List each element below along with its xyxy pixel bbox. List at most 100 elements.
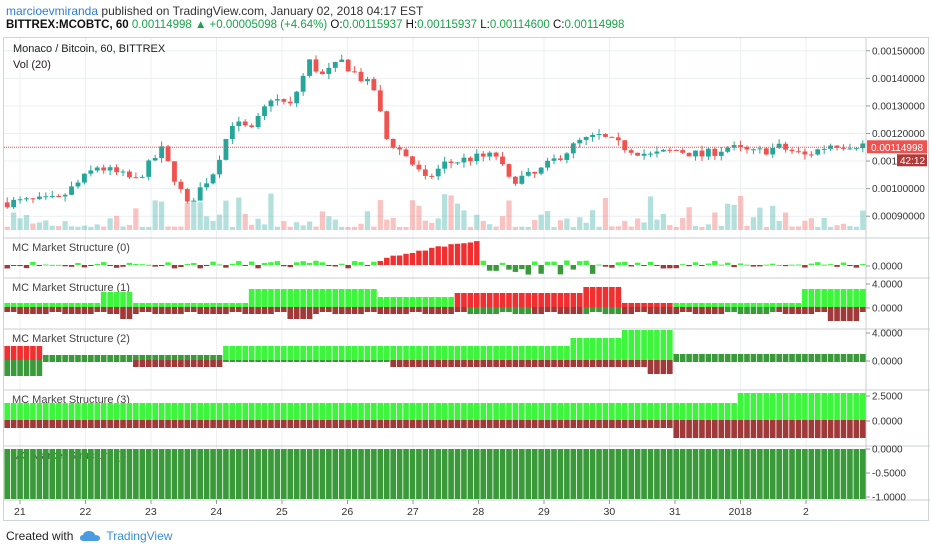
histogram-bar bbox=[789, 420, 795, 438]
volume-bar bbox=[815, 226, 821, 230]
histogram-bar bbox=[184, 264, 191, 266]
histogram-bar bbox=[190, 403, 197, 420]
histogram-bar bbox=[448, 346, 454, 360]
histogram-bar bbox=[718, 264, 724, 266]
histogram-bar bbox=[718, 403, 725, 420]
histogram-bar bbox=[782, 303, 789, 307]
histogram-bar bbox=[43, 264, 49, 266]
histogram-bar bbox=[686, 303, 692, 307]
histogram-bar bbox=[88, 449, 94, 499]
volume-bar bbox=[68, 226, 75, 230]
histogram-bar bbox=[712, 354, 718, 360]
histogram-bar bbox=[281, 346, 287, 360]
histogram-bar bbox=[692, 262, 699, 265]
histogram-bar bbox=[152, 265, 158, 267]
histogram-bar bbox=[36, 360, 43, 376]
histogram-bar bbox=[100, 355, 107, 360]
histogram-bar bbox=[847, 393, 853, 420]
time-tick-label: 24 bbox=[211, 506, 223, 518]
candle-body bbox=[532, 171, 538, 174]
candle-body bbox=[558, 158, 563, 160]
histogram-bar bbox=[834, 354, 840, 360]
histogram-bar bbox=[68, 420, 75, 428]
histogram-bar bbox=[345, 307, 351, 314]
histogram-bar bbox=[4, 346, 11, 360]
countdown-label: 42:12 bbox=[900, 156, 925, 167]
histogram-bar bbox=[705, 354, 712, 360]
histogram-bar bbox=[609, 307, 615, 314]
histogram-bar bbox=[339, 263, 345, 265]
histogram-bar bbox=[165, 355, 171, 360]
histogram-bar bbox=[409, 252, 416, 265]
candle-body bbox=[384, 111, 390, 139]
chart-area[interactable]: 0.00150000 0.00140000 0.00130000 0.00120000… bbox=[3, 37, 930, 522]
histogram-bar bbox=[248, 289, 255, 307]
histogram-bar bbox=[757, 360, 763, 362]
histogram-bar bbox=[589, 338, 596, 360]
candle-body bbox=[455, 162, 460, 164]
author-link[interactable]: marcioevmiranda bbox=[6, 4, 99, 18]
histogram-bar bbox=[203, 403, 210, 420]
histogram-bar bbox=[712, 403, 718, 420]
histogram-bar bbox=[371, 346, 377, 360]
candle-body bbox=[660, 149, 666, 152]
time-tick-label: 23 bbox=[145, 506, 157, 518]
histogram-bar bbox=[88, 355, 94, 360]
candle-body bbox=[808, 154, 814, 156]
price-tick-label: 0.00090000 bbox=[872, 212, 925, 223]
histogram-bar bbox=[403, 420, 409, 428]
histogram-bar bbox=[345, 420, 351, 428]
histogram-bar bbox=[152, 449, 158, 499]
histogram-bar bbox=[686, 265, 692, 267]
candle-body bbox=[564, 153, 570, 160]
histogram-bar bbox=[647, 360, 654, 374]
histogram-bar bbox=[596, 287, 602, 307]
histogram-bar bbox=[268, 360, 274, 362]
histogram-bar bbox=[184, 355, 191, 360]
histogram-bar bbox=[602, 449, 609, 499]
candle-body bbox=[751, 149, 756, 151]
volume-bar bbox=[622, 221, 628, 230]
histogram-bar bbox=[686, 360, 692, 362]
indicator-tick-label: 4.0000 bbox=[872, 280, 903, 291]
histogram-bar bbox=[351, 360, 358, 362]
histogram-bar bbox=[859, 307, 866, 312]
histogram-bar bbox=[223, 303, 229, 307]
histogram-bar bbox=[4, 265, 10, 269]
histogram-bar bbox=[255, 420, 261, 428]
histogram-bar bbox=[416, 307, 422, 312]
histogram-bar bbox=[712, 307, 718, 314]
open-value: 0.00115937 bbox=[342, 19, 403, 31]
histogram-bar bbox=[178, 420, 184, 428]
histogram-bar bbox=[654, 307, 660, 314]
histogram-bar bbox=[647, 403, 654, 420]
histogram-bar bbox=[30, 449, 36, 499]
histogram-bar bbox=[428, 420, 435, 428]
histogram-bar bbox=[525, 293, 532, 307]
volume-bar bbox=[635, 218, 641, 230]
volume-bar bbox=[371, 226, 377, 230]
histogram-bar bbox=[782, 354, 789, 360]
histogram-bar bbox=[808, 263, 815, 265]
histogram-bar bbox=[255, 403, 261, 420]
histogram-bar bbox=[107, 355, 113, 360]
histogram-bar bbox=[744, 360, 750, 362]
tradingview-logo[interactable]: TradingView bbox=[79, 529, 172, 543]
histogram-bar bbox=[203, 360, 210, 367]
histogram-bar bbox=[718, 354, 725, 360]
histogram-bar bbox=[538, 449, 544, 499]
indicator-tick-label: -0.5000 bbox=[872, 469, 906, 480]
histogram-bar bbox=[300, 403, 306, 420]
chart-canvas[interactable]: 0.00150000 0.00140000 0.00130000 0.00120000… bbox=[4, 38, 930, 522]
histogram-bar bbox=[107, 292, 113, 307]
histogram-bar bbox=[538, 293, 544, 307]
histogram-bar bbox=[750, 449, 757, 499]
histogram-bar bbox=[647, 261, 654, 265]
histogram-bar bbox=[660, 360, 667, 374]
histogram-bar bbox=[486, 449, 493, 499]
histogram-bar bbox=[171, 303, 178, 307]
histogram-bar bbox=[152, 307, 158, 314]
histogram-bar bbox=[769, 307, 776, 312]
volume-bar bbox=[409, 200, 416, 230]
histogram-bar bbox=[795, 264, 802, 266]
